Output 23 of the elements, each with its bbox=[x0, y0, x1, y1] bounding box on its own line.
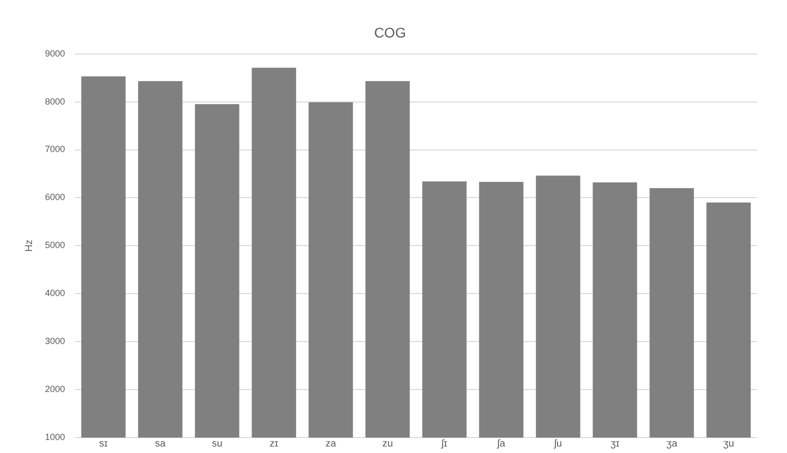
x-tick-label: zu bbox=[382, 438, 393, 450]
x-tick-label: ʃa bbox=[496, 438, 506, 450]
x-tick-label: ʒu bbox=[723, 438, 734, 450]
x-tick-label: ʒɪ bbox=[610, 438, 620, 450]
y-axis-title: Hz bbox=[24, 240, 35, 252]
y-tick-label: 9000 bbox=[44, 48, 66, 58]
x-tick-label: sɪ bbox=[99, 438, 108, 450]
x-tick-label: za bbox=[325, 438, 336, 450]
x-tick-label: zɪ bbox=[270, 438, 279, 450]
y-tick-label: 8000 bbox=[44, 96, 66, 106]
y-tick-label: 5000 bbox=[44, 240, 66, 250]
x-tick-label: ʒa bbox=[666, 438, 678, 450]
chart-title: COG bbox=[374, 24, 406, 40]
x-tick-label: su bbox=[212, 438, 222, 450]
y-tick-label: 1000 bbox=[44, 432, 66, 442]
y-tick-label: 2000 bbox=[44, 384, 66, 394]
y-tick-label: 3000 bbox=[44, 336, 66, 346]
x-tick-label: ʃɪ bbox=[440, 438, 448, 450]
y-tick-label: 6000 bbox=[44, 192, 66, 202]
y-tick-label: 4000 bbox=[44, 288, 66, 298]
x-tick-label: sa bbox=[154, 438, 166, 450]
y-tick-label: 7000 bbox=[44, 144, 66, 154]
x-tick-label: ʃu bbox=[553, 438, 562, 450]
